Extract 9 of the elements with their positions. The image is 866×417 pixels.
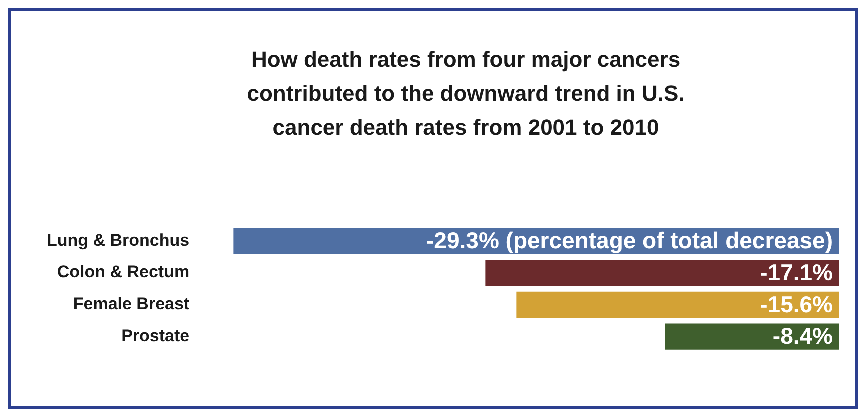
chart-title: How death rates from four major cancers contributed to the downward trend in U.S. cancer death rates from 2001 to 2010	[246, 46, 686, 142]
y-tick-label: Lung & Bronchus	[46, 230, 190, 250]
y-tick-label: Prostate	[122, 326, 190, 346]
data-label: -17.1%	[760, 259, 833, 286]
y-tick-label: Colon & Rectum	[57, 262, 190, 282]
y-tick-label: Female Breast	[73, 294, 190, 314]
data-label: -29.3% (percentage of total decrease)	[426, 227, 833, 254]
data-label: -15.6%	[760, 291, 833, 318]
data-label: -8.4%	[772, 323, 833, 350]
